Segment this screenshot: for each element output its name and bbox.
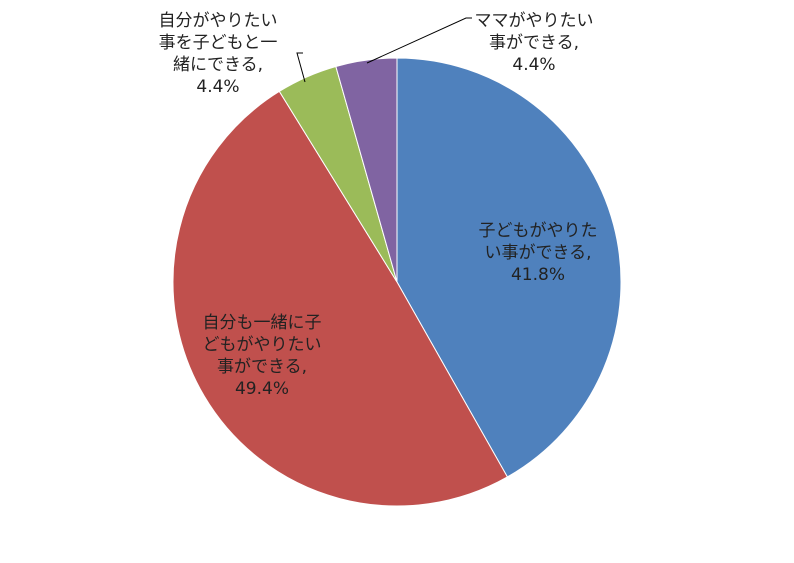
slice-label-2: 自分がやりたい事を子どもと一緒にできる, 4.4% bbox=[159, 11, 278, 97]
slice-label-line: 事ができる, bbox=[489, 33, 579, 53]
slice-label-3: ママがやりたい事ができる, 4.4% bbox=[475, 11, 594, 75]
slice-label-line: 49.4% bbox=[235, 379, 289, 399]
slice-labels: 子どもがやりたい事ができる, 41.8%自分も一緒に子どもがやりたい事ができる, 4… bbox=[159, 11, 598, 399]
leader-lines bbox=[296, 17, 472, 83]
slice-label-1: 自分も一緒に子どもがやりたい事ができる, 49.4% bbox=[203, 313, 322, 399]
slice-label-line: 子どもがやりた bbox=[479, 221, 598, 241]
slice-label-line: どもがやりたい bbox=[203, 335, 322, 355]
pie-slice-3 bbox=[335, 57, 398, 283]
slice-label-line: 緒にできる, bbox=[173, 55, 263, 75]
slice-label-line: 自分も一緒に子 bbox=[203, 313, 322, 333]
slice-label-line: ママがやりたい bbox=[475, 11, 594, 31]
pie-slice-1 bbox=[172, 90, 509, 507]
slice-label-line: 4.4% bbox=[512, 55, 555, 75]
leader-line-3 bbox=[366, 17, 472, 64]
slice-label-line: 事を子どもと一 bbox=[159, 33, 278, 53]
slice-label-line: 4.4% bbox=[196, 77, 239, 97]
slice-label-line: 事ができる, bbox=[217, 357, 307, 377]
leader-line-2 bbox=[296, 52, 306, 83]
slice-label-line: 41.8% bbox=[511, 265, 565, 285]
slice-label-line: い事ができる, bbox=[484, 243, 591, 263]
pie-slice-0 bbox=[396, 57, 622, 478]
pie-slices bbox=[172, 57, 622, 507]
slice-label-0: 子どもがやりたい事ができる, 41.8% bbox=[479, 221, 598, 285]
slice-label-line: 自分がやりたい bbox=[159, 11, 278, 31]
